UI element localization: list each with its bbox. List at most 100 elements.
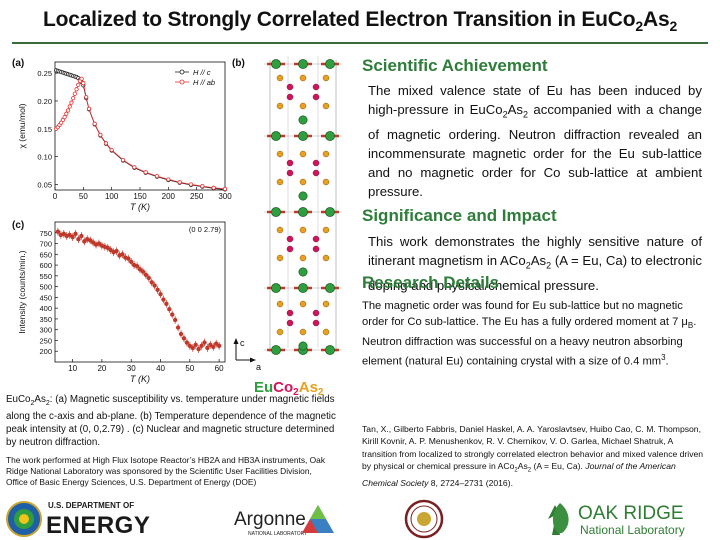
data-point bbox=[62, 114, 67, 120]
figure-crystal-structure: (b) c a EuCo2As2 bbox=[232, 56, 342, 398]
data-point bbox=[76, 237, 81, 242]
y-tick-label: 550 bbox=[39, 272, 52, 281]
argonne-logo: Argonne NATIONAL LABORATORY bbox=[234, 505, 334, 537]
co-atom bbox=[286, 245, 294, 253]
legend-entry: H // c bbox=[193, 68, 211, 77]
as-atom bbox=[299, 300, 307, 308]
y-tick-label: 0.05 bbox=[37, 180, 52, 189]
data-point bbox=[155, 287, 160, 293]
ornl-main-text: OAK RIDGE bbox=[578, 503, 684, 524]
x-tick-label: 250 bbox=[190, 192, 204, 201]
heading-significance-impact: Significance and Impact bbox=[362, 206, 557, 225]
y-tick-label: 0.10 bbox=[37, 153, 52, 162]
eu-atom bbox=[325, 283, 335, 293]
formula-as: As bbox=[299, 379, 318, 396]
x-tick-label: 100 bbox=[105, 192, 119, 201]
axis-label-c: c bbox=[240, 338, 245, 348]
eu-atom bbox=[298, 283, 308, 293]
legend-entry: H // ab bbox=[193, 78, 215, 87]
data-point bbox=[158, 291, 163, 297]
y-tick-label: 650 bbox=[39, 250, 52, 259]
data-point bbox=[161, 297, 166, 302]
funding-statement: The work performed at High Flux Isotope … bbox=[6, 455, 326, 488]
as-atom bbox=[276, 300, 284, 308]
as-atom bbox=[299, 74, 307, 82]
eu-atom bbox=[271, 59, 281, 69]
data-point bbox=[216, 343, 222, 349]
axis-label-a: a bbox=[256, 362, 261, 372]
data-point bbox=[222, 186, 228, 191]
x-tick-label: 10 bbox=[68, 364, 77, 373]
text-research-details: The magnetic order was found for Eu sub-… bbox=[362, 300, 697, 368]
y-tick-label: 700 bbox=[39, 240, 52, 249]
eu-atom bbox=[271, 131, 281, 141]
as-atom bbox=[299, 226, 307, 234]
reference-citation: Tan, X., Gilberto Fabbris, Daniel Haskel… bbox=[362, 424, 704, 489]
co-atom bbox=[286, 169, 294, 177]
structure-bonds bbox=[264, 56, 342, 352]
data-point bbox=[79, 233, 84, 239]
x-tick-label: 200 bbox=[162, 192, 176, 201]
title-divider bbox=[12, 42, 708, 44]
x-axis-label: T (K) bbox=[130, 374, 150, 384]
as-atom bbox=[322, 300, 330, 308]
text-scientific-achievement: The mixed valence state of Eu has been i… bbox=[368, 83, 702, 199]
data-point bbox=[199, 343, 204, 349]
eu-atom bbox=[271, 207, 281, 217]
data-point bbox=[172, 317, 178, 323]
data-point bbox=[86, 106, 92, 111]
panel-label-b: (b) bbox=[232, 58, 245, 69]
formula-co: Co bbox=[273, 379, 293, 396]
data-point bbox=[71, 96, 76, 101]
chart-title: (0 0 2.79) bbox=[189, 225, 222, 234]
as-atom bbox=[299, 254, 307, 262]
as-atom bbox=[322, 226, 330, 234]
figure-caption: EuCo2As2: (a) Magnetic susceptibility vs… bbox=[6, 394, 336, 448]
y-tick-label: 600 bbox=[39, 261, 52, 270]
data-point bbox=[202, 340, 207, 345]
page-title: Localized to Strongly Correlated Electro… bbox=[42, 8, 678, 35]
figure-charts: (a) (c) 0 50 100 150 200 250 3000.050.100.150.… bbox=[12, 58, 232, 384]
co-atom bbox=[286, 83, 294, 91]
eu-atom bbox=[325, 345, 335, 355]
data-point bbox=[211, 185, 216, 190]
y-tick-label: 350 bbox=[39, 315, 52, 324]
data-point bbox=[109, 147, 114, 153]
data-point bbox=[98, 132, 103, 138]
y-tick-label: 300 bbox=[39, 326, 52, 335]
data-point bbox=[70, 234, 75, 240]
eu-atom bbox=[298, 115, 308, 125]
panel-label-c: (c) bbox=[12, 220, 24, 231]
data-point bbox=[114, 248, 119, 254]
as-atom bbox=[276, 254, 284, 262]
data-point bbox=[120, 252, 125, 257]
doe-logo: U.S. DEPARTMENT OF ENERGY bbox=[6, 501, 150, 539]
data-point bbox=[167, 307, 172, 312]
co-atom bbox=[312, 245, 320, 253]
argonne-text: Argonne bbox=[234, 509, 306, 530]
eu-atom bbox=[325, 59, 335, 69]
y-axis-label: Intensity (counts/min.) bbox=[17, 250, 27, 333]
eu-atom bbox=[298, 131, 308, 141]
data-point bbox=[184, 340, 190, 345]
data-point bbox=[65, 108, 71, 113]
ornl-sub-text: National Laboratory bbox=[580, 523, 685, 537]
data-point bbox=[73, 231, 78, 237]
as-atom bbox=[322, 74, 330, 82]
data-point bbox=[200, 184, 205, 189]
as-atom bbox=[276, 74, 284, 82]
data-point bbox=[193, 342, 198, 347]
as-atom bbox=[276, 328, 284, 336]
as-atom bbox=[276, 150, 284, 158]
data-point bbox=[92, 121, 97, 126]
series-line bbox=[55, 77, 226, 190]
data-point bbox=[143, 170, 148, 175]
x-tick-label: 0 bbox=[53, 192, 58, 201]
co-atom bbox=[312, 319, 320, 327]
legend-marker bbox=[179, 79, 185, 85]
as-atom bbox=[322, 328, 330, 336]
data-point bbox=[90, 240, 96, 245]
as-atom bbox=[322, 254, 330, 262]
y-tick-label: 200 bbox=[39, 347, 52, 356]
x-tick-label: 50 bbox=[185, 364, 194, 373]
